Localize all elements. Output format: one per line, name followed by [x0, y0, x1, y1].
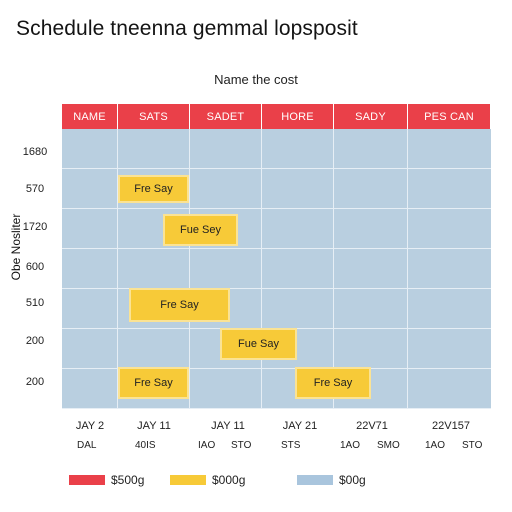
schedule-event[interactable]: Fue Say: [220, 328, 297, 360]
grid-cell[interactable]: [408, 209, 491, 249]
column-header-pes-can[interactable]: PES CAN: [408, 104, 491, 129]
x-axis-sublabel: STS: [281, 440, 301, 451]
grid-cell[interactable]: [190, 369, 262, 409]
column-header-hore[interactable]: HORE: [262, 104, 334, 129]
x-axis-sublabel: SMO: [377, 440, 400, 451]
x-axis-sublabel: 40IS: [135, 440, 156, 451]
x-axis-sublabel: STO: [231, 440, 252, 451]
schedule-grid: NAME SATS SADET HORE SADY PES CAN: [62, 104, 491, 409]
schedule-event[interactable]: Fre Say: [118, 367, 189, 399]
legend-swatch: [297, 475, 333, 485]
grid-cell[interactable]: [408, 249, 491, 289]
x-axis-sublabel: STO: [462, 440, 483, 451]
grid-cell[interactable]: [334, 329, 408, 369]
grid-cell[interactable]: [334, 289, 408, 329]
grid-cell[interactable]: [118, 169, 190, 209]
x-axis-label: JAY 11: [137, 420, 171, 432]
schedule-subtitle: Name the cost: [214, 72, 298, 87]
legend-label: $00g: [339, 473, 366, 487]
grid-cell[interactable]: [190, 169, 262, 209]
grid-cell[interactable]: [262, 169, 334, 209]
y-axis-label: Obe Nosliter: [9, 213, 23, 281]
grid-cell[interactable]: [118, 369, 190, 409]
grid-cell[interactable]: [118, 249, 190, 289]
grid-cell[interactable]: [408, 329, 491, 369]
grid-cell[interactable]: [408, 369, 491, 409]
column-header-sadet[interactable]: SADET: [190, 104, 262, 129]
x-axis-label: 22V71: [356, 420, 388, 432]
grid-cell[interactable]: [118, 129, 190, 169]
grid-cell[interactable]: [334, 209, 408, 249]
grid-cell[interactable]: [62, 209, 118, 249]
column-header-sady[interactable]: SADY: [334, 104, 408, 129]
row-label: 1720: [22, 221, 48, 233]
grid-cell[interactable]: [118, 329, 190, 369]
grid-cell[interactable]: [262, 289, 334, 329]
grid-cell[interactable]: [62, 169, 118, 209]
grid-cell[interactable]: [62, 129, 118, 169]
row-label: 600: [25, 261, 45, 273]
schedule-event[interactable]: Fue Sey: [163, 214, 238, 246]
legend-swatch: [69, 475, 105, 485]
grid-cell[interactable]: [334, 249, 408, 289]
grid-cell[interactable]: [190, 129, 262, 169]
x-axis: JAY 2 JAY 11 JAY 11 JAY 21 22V71 22V157: [62, 420, 491, 434]
row-label: 570: [25, 183, 45, 195]
grid-cell[interactable]: [408, 129, 491, 169]
grid-cell[interactable]: [334, 169, 408, 209]
grid-cell[interactable]: [190, 209, 262, 249]
grid-cell[interactable]: [62, 369, 118, 409]
schedule-event[interactable]: Fre Say: [118, 175, 189, 203]
grid-cell[interactable]: [62, 249, 118, 289]
row-label: 200: [25, 335, 45, 347]
x-axis-sublabel: 1AO: [425, 440, 446, 451]
x-axis-label: JAY 21: [282, 420, 318, 432]
legend-label: $500g: [111, 473, 145, 487]
row-label: 1680: [22, 146, 48, 158]
x-axis-sublabel: 1AO: [340, 440, 361, 451]
grid-cell[interactable]: [262, 249, 334, 289]
column-header-name[interactable]: NAME: [62, 104, 118, 129]
row-label: 510: [25, 297, 45, 309]
page-title: Schedule tneenna gemmal lopsposit: [16, 17, 358, 40]
grid-cell[interactable]: [262, 209, 334, 249]
grid-cell[interactable]: [334, 129, 408, 169]
legend-swatch: [170, 475, 206, 485]
grid-cell[interactable]: [62, 329, 118, 369]
schedule-event[interactable]: Fre Say: [129, 288, 230, 322]
schedule-event[interactable]: Fre Say: [295, 367, 371, 399]
grid-cell[interactable]: [62, 289, 118, 329]
x-axis-sublabel: DAL: [77, 440, 97, 451]
row-label: 200: [25, 376, 45, 388]
grid-cell[interactable]: [334, 369, 408, 409]
x-axis-label: JAY 11: [211, 420, 245, 432]
x-axis-label: JAY 2: [75, 420, 105, 432]
x-axis-sublabel: IAO: [198, 440, 216, 451]
grid-cell[interactable]: [190, 249, 262, 289]
x-axis-label: 22V157: [432, 420, 470, 432]
legend-label: $000g: [212, 473, 246, 487]
grid-cell[interactable]: [262, 129, 334, 169]
column-header-sats[interactable]: SATS: [118, 104, 190, 129]
grid-cell[interactable]: [408, 289, 491, 329]
grid-cell[interactable]: [408, 169, 491, 209]
